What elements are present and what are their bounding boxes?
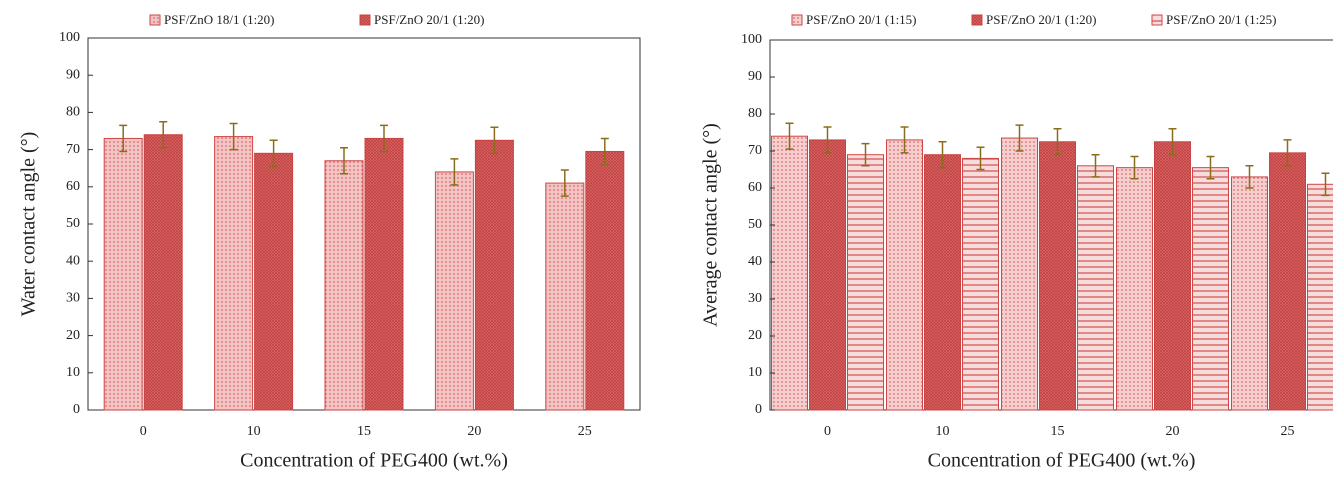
bar-hatch <box>365 138 403 410</box>
bar-hatch <box>925 155 961 410</box>
bar-hatch <box>104 138 142 410</box>
y-tick-label: 30 <box>748 291 762 306</box>
x-tick-label: 25 <box>1281 424 1295 439</box>
bar-hatch <box>772 136 808 410</box>
legend-label: PSF/ZnO 20/1 (1:20) <box>374 12 485 27</box>
bar-hatch <box>1193 168 1229 410</box>
bar-hatch <box>144 135 182 410</box>
x-tick-label: 25 <box>578 424 592 439</box>
bar-hatch <box>255 153 293 410</box>
legend-hatch <box>360 15 370 25</box>
x-tick-label: 0 <box>824 424 831 439</box>
y-tick-label: 70 <box>748 143 762 158</box>
y-tick-label: 50 <box>748 217 762 232</box>
y-tick-label: 40 <box>66 253 80 268</box>
legend-label: PSF/ZnO 18/1 (1:20) <box>164 12 275 27</box>
x-tick-label: 20 <box>1166 424 1180 439</box>
legend-label: PSF/ZnO 20/1 (1:20) <box>986 12 1097 27</box>
legend-hatch <box>792 15 802 25</box>
bar-hatch <box>1270 153 1306 410</box>
y-tick-label: 60 <box>66 179 80 194</box>
y-axis-label: Water contact angle (°) <box>18 132 40 317</box>
x-tick-label: 10 <box>247 424 261 439</box>
bar-hatch <box>1002 138 1038 410</box>
y-tick-label: 20 <box>748 328 762 343</box>
bar-hatch <box>887 140 923 410</box>
y-tick-label: 60 <box>748 180 762 195</box>
bar-hatch <box>435 172 473 410</box>
y-tick-label: 40 <box>748 254 762 269</box>
bar-hatch <box>1078 166 1114 410</box>
y-tick-label: 100 <box>741 32 762 47</box>
plot <box>770 40 1333 410</box>
y-tick-label: 10 <box>748 365 762 380</box>
y-tick-label: 0 <box>755 402 762 417</box>
bar-hatch <box>1155 142 1191 410</box>
x-tick-label: 15 <box>357 424 371 439</box>
legend-hatch <box>1152 15 1162 25</box>
plot <box>88 38 640 410</box>
y-tick-label: 0 <box>73 402 80 417</box>
y-tick-label: 50 <box>66 216 80 231</box>
x-axis-label: Concentration of PEG400 (wt.%) <box>240 450 508 472</box>
bar-hatch <box>546 183 584 410</box>
bar-hatch <box>1232 177 1268 410</box>
y-tick-label: 10 <box>66 365 80 380</box>
legend-hatch <box>150 15 160 25</box>
bar-hatch <box>325 161 363 410</box>
y-tick-label: 100 <box>59 30 80 45</box>
bar-hatch <box>1040 142 1076 410</box>
legend-hatch <box>972 15 982 25</box>
y-tick-label: 90 <box>66 67 80 82</box>
bar-hatch <box>1308 184 1333 410</box>
y-tick-label: 80 <box>748 106 762 121</box>
bar-hatch <box>215 137 253 410</box>
x-tick-label: 20 <box>467 424 481 439</box>
y-tick-label: 20 <box>66 328 80 343</box>
x-axis-label: Concentration of PEG400 (wt.%) <box>928 450 1196 472</box>
x-tick-label: 0 <box>140 424 147 439</box>
bar-hatch <box>475 140 513 410</box>
y-tick-label: 70 <box>66 142 80 157</box>
y-tick-label: 80 <box>66 105 80 120</box>
y-axis-label: Average contact angle (°) <box>700 123 722 327</box>
y-tick-label: 30 <box>66 291 80 306</box>
bar-hatch <box>1117 168 1153 410</box>
x-tick-label: 10 <box>936 424 950 439</box>
legend-label: PSF/ZnO 20/1 (1:25) <box>1166 12 1277 27</box>
bar-hatch <box>963 158 999 410</box>
legend-label: PSF/ZnO 20/1 (1:15) <box>806 12 917 27</box>
x-tick-label: 15 <box>1051 424 1065 439</box>
bar-hatch <box>848 155 884 410</box>
y-tick-label: 90 <box>748 69 762 84</box>
bar-hatch <box>810 140 846 410</box>
bar-hatch <box>586 151 624 410</box>
